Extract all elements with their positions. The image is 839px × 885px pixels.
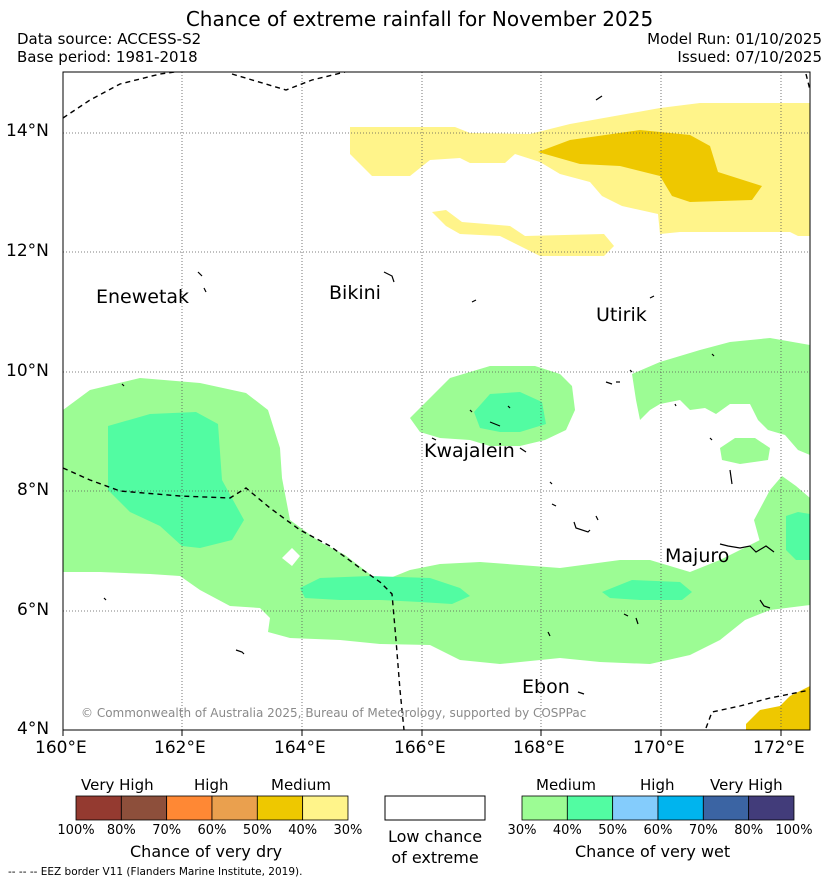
- legend-dry-bar: [75, 795, 349, 821]
- legend-dry-tick-6: 30%: [333, 823, 363, 838]
- data-source: Data source: ACCESS-S2: [17, 30, 202, 48]
- legend-wet-tick-1: 40%: [552, 823, 582, 838]
- legend-wet-swatch-3: [657, 795, 704, 821]
- dry-moderate-region-se: [746, 686, 810, 730]
- place-enewetak: Enewetak: [96, 286, 190, 308]
- wet-moderate-region-west: [108, 412, 244, 548]
- wet-moderate-region-majuro: [602, 580, 692, 600]
- eez-borders: [63, 72, 810, 730]
- legend-low-line1: Low chance: [387, 827, 483, 846]
- dry-medium-region-north: [350, 103, 810, 236]
- wet-moderate-region-east: [786, 512, 810, 560]
- legend-wet-tick-4: 70%: [688, 823, 718, 838]
- legend-wet-tick-5: 80%: [734, 823, 764, 838]
- legend-wet-header-very-high: Very High: [710, 776, 783, 794]
- plot-frame: [62, 71, 811, 731]
- legend-low-chance-box: [384, 795, 486, 821]
- lon-label-170: 170°E: [633, 738, 685, 758]
- place-kwajalein: Kwajalein: [424, 440, 515, 462]
- map-title: Chance of extreme rainfall for November …: [185, 7, 654, 31]
- issued-date: Issued: 07/10/2025: [677, 48, 822, 66]
- lon-label-164: 164°E: [274, 738, 326, 758]
- legend-wet-tick-2: 50%: [598, 823, 628, 838]
- legend-wet-header-medium: Medium: [536, 776, 596, 794]
- legend-dry-tick-4: 50%: [242, 823, 272, 838]
- legend-wet-tick-3: 60%: [643, 823, 673, 838]
- wet-moderate-region-south: [300, 576, 470, 604]
- wet-medium-region-east: [632, 338, 810, 455]
- copyright-notice: © Commonwealth of Australia 2025, Bureau…: [81, 706, 587, 720]
- legend-dry-swatch-2: [166, 795, 213, 821]
- low-chance-hole-east: [724, 524, 754, 550]
- legend-dry-title: Chance of very dry: [130, 842, 283, 861]
- lat-label-14: 14°N: [6, 121, 49, 141]
- rainfall-regions: [63, 103, 810, 730]
- legend-dry-header-medium: Medium: [271, 776, 331, 794]
- legend-dry-tick-3: 60%: [197, 823, 227, 838]
- legend-wet-header-high: High: [640, 776, 675, 794]
- lat-label-6: 6°N: [17, 600, 50, 620]
- lon-label-172: 172°E: [753, 738, 805, 758]
- legend-wet-swatch-5: [748, 795, 795, 821]
- legend-dry-tick-1: 80%: [106, 823, 136, 838]
- lat-label-12: 12°N: [6, 241, 49, 261]
- legend-dry-swatch-1: [120, 795, 168, 821]
- dry-moderate-region-north: [538, 130, 762, 202]
- place-majuro: Majuro: [665, 545, 730, 567]
- axis-ticks: [62, 730, 782, 736]
- legend-dry-tick-5: 40%: [288, 823, 318, 838]
- wet-medium-region-east-small: [720, 438, 770, 464]
- legend-dry-tick-2: 70%: [152, 823, 182, 838]
- base-period: Base period: 1981-2018: [17, 48, 198, 66]
- lat-label-10: 10°N: [6, 361, 49, 381]
- legend-dry-swatch-0: [75, 795, 122, 821]
- low-chance-hole: [282, 548, 300, 566]
- model-run: Model Run: 01/10/2025: [647, 30, 822, 48]
- legend-dry-header-high: High: [194, 776, 229, 794]
- legend-wet-title: Chance of very wet: [575, 842, 731, 861]
- lon-label-162: 162°E: [154, 738, 206, 758]
- dry-medium-region-strip: [432, 210, 614, 256]
- legend-dry-tick-0: 100%: [57, 823, 95, 838]
- legend-dry-swatch-5: [302, 795, 349, 821]
- place-bikini: Bikini: [329, 282, 381, 304]
- legend-wet-swatch-4: [702, 795, 750, 821]
- lon-label-166: 166°E: [394, 738, 446, 758]
- legend-wet-swatch-2: [612, 795, 659, 821]
- islands: [103, 95, 775, 695]
- legend-wet-tick-0: 30%: [507, 823, 537, 838]
- place-ebon: Ebon: [522, 676, 570, 698]
- legend-wet-bar: [521, 795, 795, 821]
- lat-label-4: 4°N: [17, 719, 50, 739]
- eez-footnote: -- -- -- EEZ border V11 (Flanders Marine…: [8, 866, 303, 878]
- lon-label-168: 168°E: [513, 738, 565, 758]
- legend-wet-tick-6: 100%: [775, 823, 813, 838]
- wet-moderate-region-kwajalein: [474, 392, 546, 432]
- lon-label-160: 160°E: [35, 738, 87, 758]
- wet-medium-region-se: [754, 476, 810, 600]
- legend-wet-swatch-0: [521, 795, 568, 821]
- legend-dry-header-very-high: Very High: [81, 776, 154, 794]
- place-utirik: Utirik: [596, 304, 647, 326]
- legend-dry-swatch-3: [211, 795, 258, 821]
- lat-label-8: 8°N: [17, 480, 50, 500]
- legend-low-line2: of extreme: [391, 848, 479, 867]
- legend-dry-swatch-4: [256, 795, 304, 821]
- legend-wet-swatch-1: [566, 795, 614, 821]
